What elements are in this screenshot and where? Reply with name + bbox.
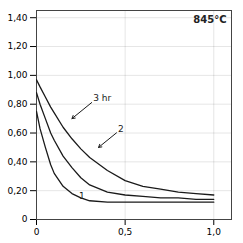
svg-text:2: 2 bbox=[118, 124, 124, 134]
svg-text:1,0: 1,0 bbox=[207, 227, 222, 237]
svg-text:0,20: 0,20 bbox=[7, 186, 27, 196]
svg-text:1,40: 1,40 bbox=[7, 13, 27, 23]
svg-text:0,80: 0,80 bbox=[7, 99, 27, 109]
svg-text:0,5: 0,5 bbox=[118, 227, 132, 237]
svg-text:1: 1 bbox=[79, 191, 85, 201]
svg-text:0,60: 0,60 bbox=[7, 128, 27, 138]
svg-text:1,00: 1,00 bbox=[7, 70, 27, 80]
svg-text:0: 0 bbox=[22, 214, 28, 224]
svg-text:3 hr: 3 hr bbox=[93, 93, 111, 103]
svg-text:1,20: 1,20 bbox=[7, 41, 27, 51]
svg-text:0: 0 bbox=[34, 227, 40, 237]
svg-text:0,40: 0,40 bbox=[7, 157, 27, 167]
svg-text:845°C: 845°C bbox=[193, 14, 226, 25]
